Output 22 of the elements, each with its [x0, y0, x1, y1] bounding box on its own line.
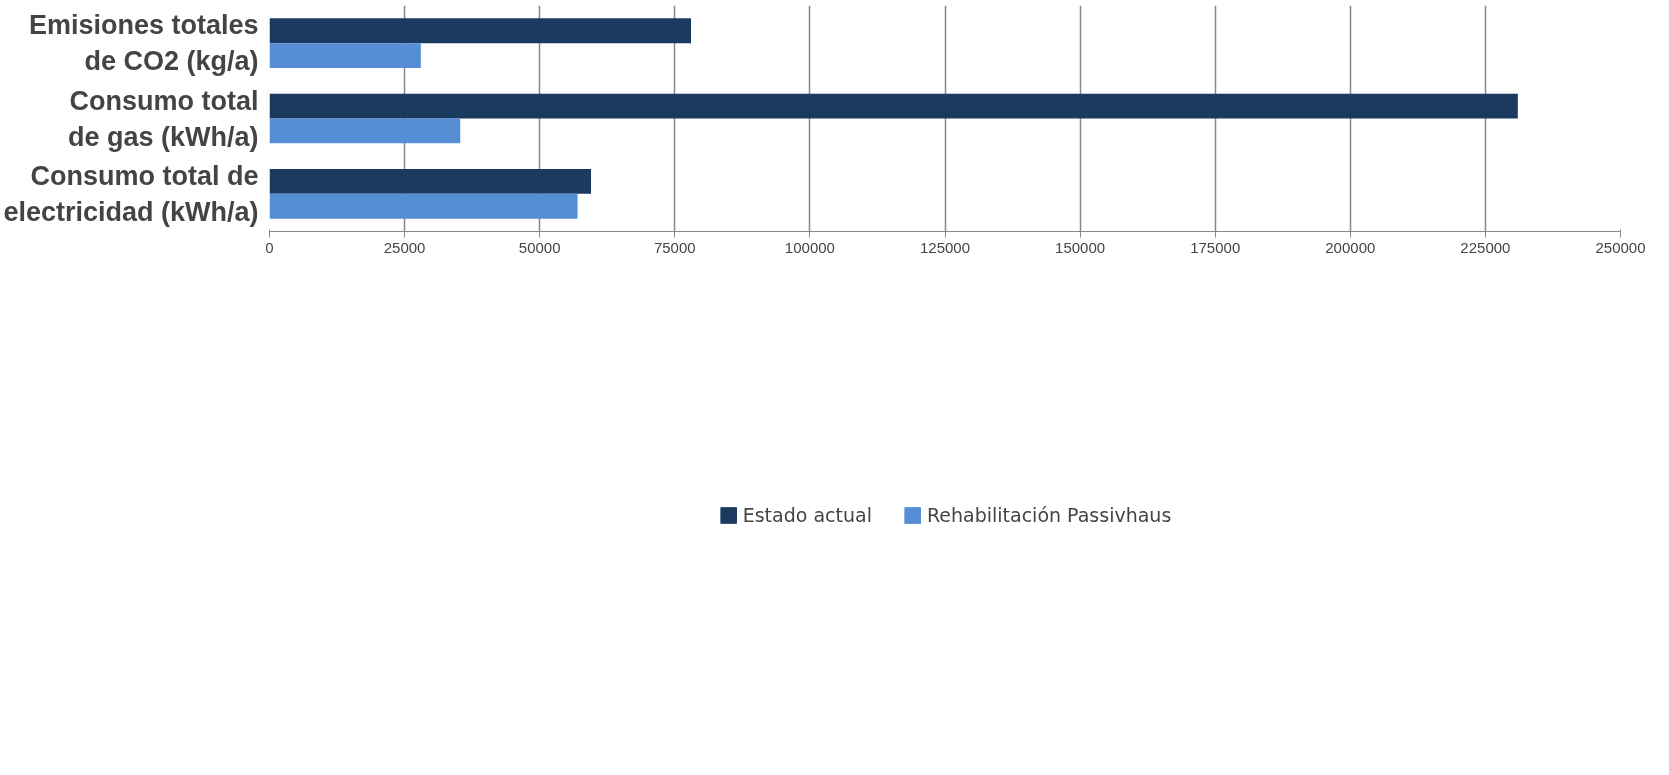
legend-label: Rehabilitación Passivhaus	[926, 504, 1172, 526]
bar	[269, 93, 1518, 119]
x-tick-label: 225000	[1460, 238, 1511, 256]
legend-label: Estado actual	[742, 504, 872, 526]
bar	[269, 193, 578, 219]
bar	[269, 118, 461, 144]
x-tick-label: 150000	[1055, 238, 1106, 256]
y-tick-label: Consumo total de electricidad (kWh/a)	[3, 160, 259, 227]
x-tick-label: 125000	[919, 238, 971, 256]
x-tick-label: 175000	[1190, 238, 1241, 256]
x-tick-label: 200000	[1325, 238, 1376, 256]
x-tick-label: 0	[265, 238, 274, 256]
y-tick-label: Consumo total de gas (kWh/a)	[67, 85, 259, 152]
bar	[269, 168, 592, 194]
x-tick-label: 100000	[784, 238, 835, 256]
y-tick-label: Emisiones totales de CO2 (kg/a)	[28, 10, 259, 77]
x-tick-label: 50000	[518, 238, 561, 256]
x-tick-label: 250000	[1595, 238, 1646, 256]
bar	[269, 43, 421, 69]
x-tick-label: 75000	[653, 238, 696, 256]
x-tick-label: 25000	[383, 238, 426, 256]
bar	[269, 18, 692, 44]
